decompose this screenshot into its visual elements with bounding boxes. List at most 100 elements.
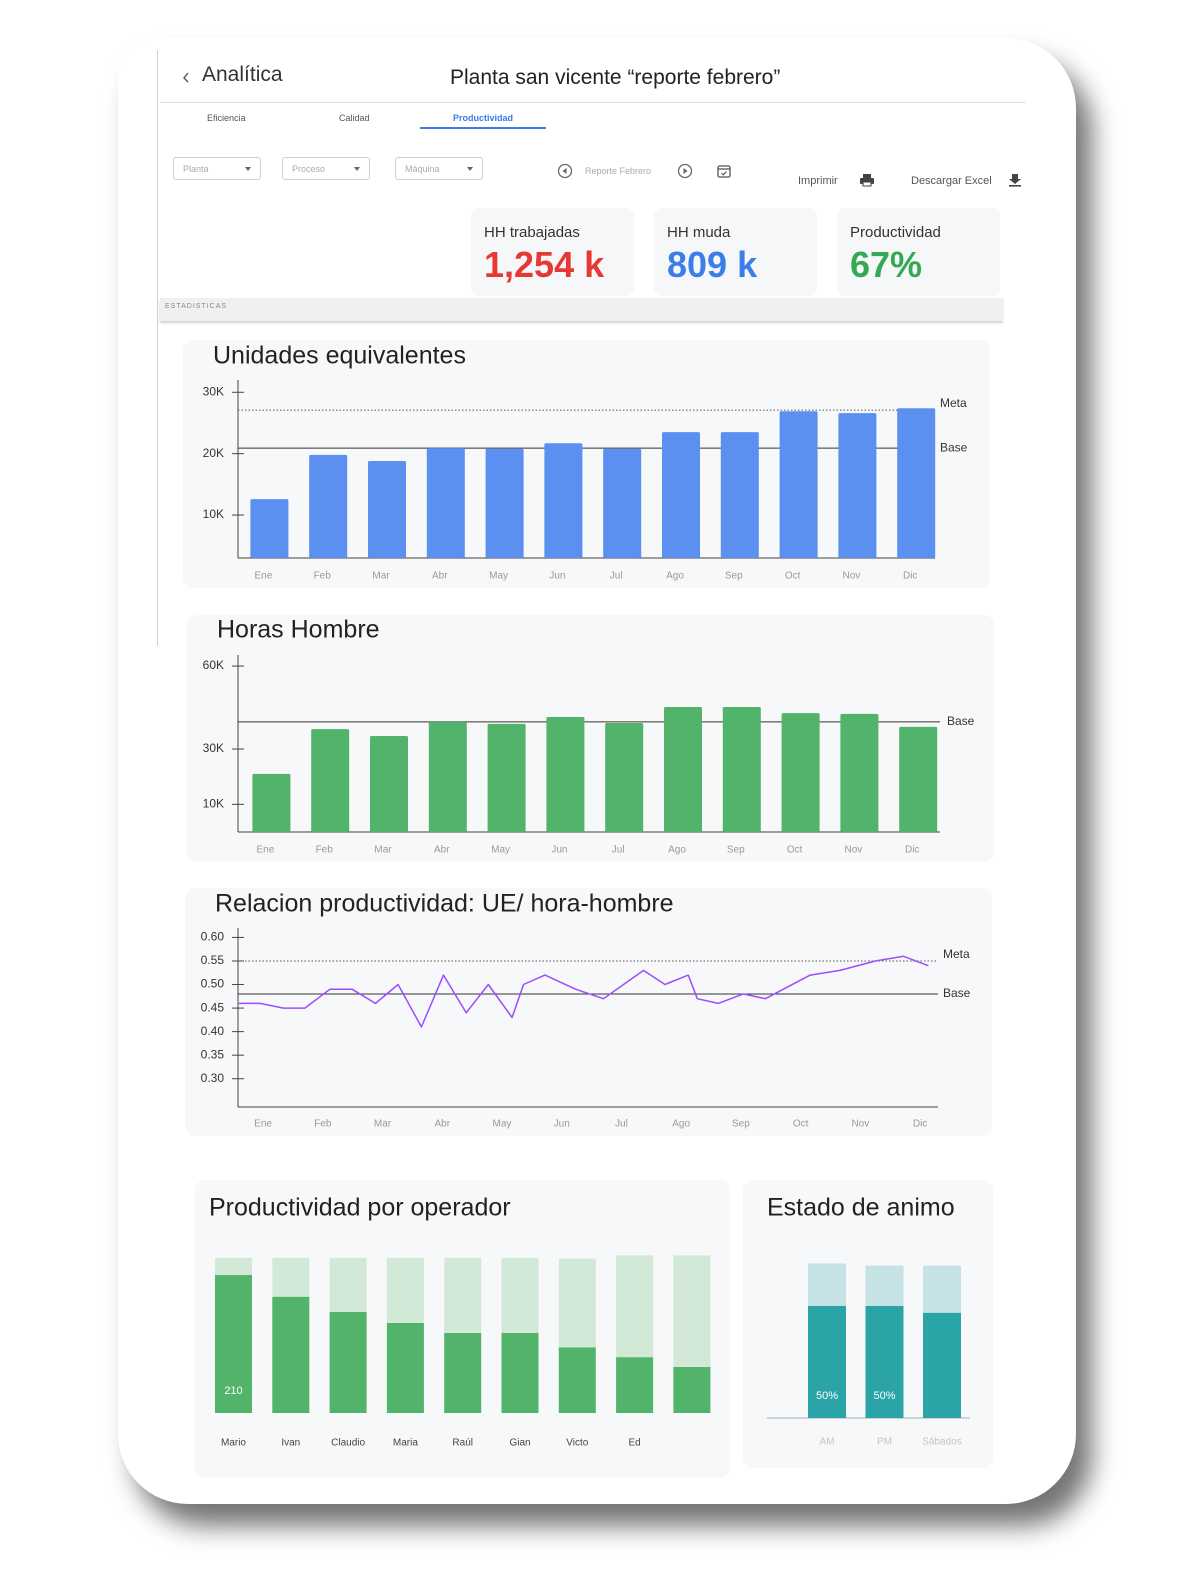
x-tick-label: Oct (785, 571, 801, 582)
x-tick-label: Ene (254, 1119, 272, 1130)
chart-title: Estado de animo (767, 1194, 955, 1222)
bar (250, 499, 289, 558)
y-tick-label: 0.60 (201, 930, 225, 944)
chevron (183, 72, 189, 83)
bar-segment (215, 1257, 252, 1276)
y-tick-label: 30K (203, 384, 224, 398)
dropdown[interactable]: Proceso (282, 157, 370, 180)
x-tick-label: Feb (314, 1119, 332, 1130)
bar-segment (923, 1265, 961, 1313)
tab[interactable]: Eficiencia (207, 113, 246, 123)
bar-segment (808, 1263, 846, 1306)
bar (899, 726, 938, 832)
line-series (238, 955, 929, 1028)
value-label: 50% (816, 1390, 838, 1402)
y-tick-label: 0.40 (201, 1024, 225, 1038)
chart-card (185, 888, 992, 1136)
bar-segment (673, 1367, 711, 1413)
icon-arrow (683, 168, 688, 174)
x-tick-label: Ivan (281, 1438, 300, 1449)
x-tick-label: Dic (905, 845, 919, 856)
bar-segment (444, 1257, 482, 1333)
bar (722, 706, 761, 832)
download-link[interactable]: Descargar Excel (911, 175, 992, 187)
bar (544, 443, 583, 558)
y-tick-label: 20K (203, 446, 224, 460)
download-icon[interactable] (1008, 172, 1022, 188)
next-button[interactable] (677, 163, 693, 179)
kpi-label: Productividad (850, 224, 941, 241)
x-tick-label: Gian (509, 1438, 530, 1449)
bar (664, 706, 702, 832)
bar-segment (923, 1312, 961, 1418)
bar-segment (616, 1357, 654, 1413)
bar-segment (215, 1275, 252, 1413)
prev-button[interactable] (557, 163, 573, 179)
dropdown[interactable]: Planta (173, 157, 261, 180)
print-icon[interactable] (859, 172, 875, 188)
chart-title: Relacion productividad: UE/ hora-hombre (215, 890, 674, 918)
back-icon[interactable] (181, 71, 191, 83)
bar (368, 461, 406, 558)
back-link[interactable]: Analítica (202, 63, 283, 86)
x-tick-label: Jun (554, 1119, 570, 1130)
x-tick-label: Ene (255, 571, 273, 582)
x-tick-label: Jul (612, 845, 625, 856)
icon-body (717, 165, 731, 178)
x-tick-label: Oct (793, 1119, 809, 1130)
reference-label: Base (947, 714, 975, 728)
x-tick-label: Mar (374, 1119, 392, 1130)
bar-segment (865, 1306, 904, 1418)
x-tick-label: Abr (432, 571, 448, 582)
x-tick-label: May (491, 845, 510, 856)
bar (781, 713, 820, 832)
print-link[interactable]: Imprimir (798, 175, 838, 187)
x-tick-label: Raúl (452, 1438, 473, 1449)
bar-segment (444, 1332, 482, 1413)
x-tick-label: Ago (666, 571, 684, 582)
x-tick-label: Sábados (922, 1437, 961, 1448)
x-tick-label: PM (877, 1437, 892, 1448)
page-title: Planta san vicente “reporte febrero” (450, 66, 781, 89)
kpi-card: HH trabajadas 1,254 k (471, 208, 634, 296)
tab[interactable]: Calidad (339, 113, 370, 123)
bar-segment (558, 1347, 596, 1413)
x-tick-label: Nov (851, 1119, 869, 1130)
x-tick-label: Claudio (331, 1438, 365, 1449)
x-tick-label: Jun (549, 571, 565, 582)
bar (428, 721, 467, 832)
bar (603, 448, 642, 558)
x-tick-label: Ed (628, 1438, 640, 1449)
x-tick-label: Dic (903, 571, 917, 582)
bar (311, 729, 350, 832)
x-tick-label: May (489, 571, 508, 582)
dropdown[interactable]: Máquina (395, 157, 483, 180)
y-tick-label: 10K (203, 507, 224, 521)
reference-label: Meta (940, 396, 967, 410)
x-tick-label: Abr (434, 1119, 450, 1130)
bar-segment (329, 1311, 367, 1413)
reference-label: Base (940, 440, 968, 454)
x-tick-label: Feb (316, 845, 334, 856)
x-tick-label: Sep (727, 845, 745, 856)
icon-check (721, 171, 727, 176)
icon-line (1009, 185, 1021, 187)
bar-segment (501, 1332, 539, 1413)
bar-segment (272, 1257, 310, 1297)
x-tick-label: May (493, 1119, 512, 1130)
y-tick-label: 10K (203, 797, 224, 811)
bar (370, 736, 408, 832)
tab[interactable]: Productividad (453, 113, 514, 123)
kpi-label: HH muda (667, 224, 731, 241)
calendar-button[interactable] (716, 163, 732, 179)
chart-title: Horas Hombre (217, 616, 380, 644)
y-tick-label: 60K (203, 658, 224, 672)
x-tick-label: Feb (314, 571, 332, 582)
bar (840, 713, 879, 832)
x-tick-label: Mar (374, 845, 392, 856)
x-tick-label: Maria (393, 1438, 418, 1449)
section-bar (160, 298, 1003, 321)
bar-segment (386, 1257, 424, 1323)
chart-title: Unidades equivalentes (213, 342, 466, 370)
